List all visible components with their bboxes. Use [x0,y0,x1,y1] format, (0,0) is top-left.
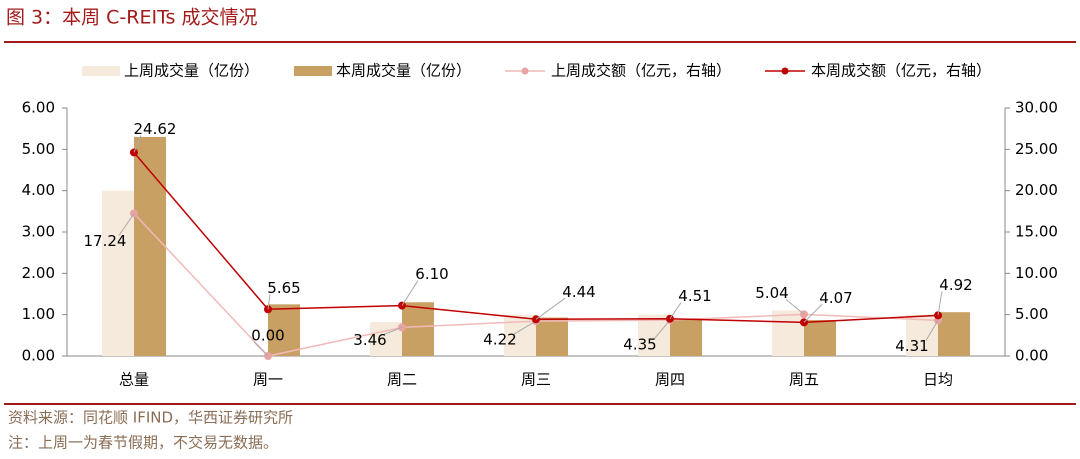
x-tick-label: 周五 [789,371,819,389]
x-tick-label: 日均 [923,371,953,389]
bar [938,312,970,356]
y2-tick-label: 0.00 [1015,347,1048,365]
x-tick-label: 周四 [655,371,685,389]
data-label: 4.31 [895,337,928,355]
data-label: 3.46 [353,331,386,349]
bar [102,190,134,356]
data-label: 4.92 [939,276,972,294]
legend-swatch [294,66,332,76]
y-tick-label: 5.00 [22,140,55,158]
bar [670,319,702,356]
y-tick-label: 0.00 [22,347,55,365]
y2-tick-label: 20.00 [1015,181,1058,199]
legend-swatch [82,66,120,76]
bar [638,314,670,356]
y-tick-label: 1.00 [22,305,55,323]
x-tick-label: 周三 [521,371,551,389]
y2-tick-label: 10.00 [1015,264,1058,282]
data-label: 5.04 [755,284,788,302]
leader-line [535,297,566,320]
line [133,151,939,324]
data-label: 4.22 [483,331,516,349]
data-label: 4.51 [678,287,711,305]
data-label: 4.35 [623,336,656,354]
bar [268,304,300,356]
leader-line [925,320,939,341]
legend-label: 上周成交量（亿份） [124,62,259,80]
x-tick-label: 周一 [253,371,283,389]
y-tick-label: 6.00 [22,99,55,117]
data-label: 4.44 [562,283,595,301]
y-tick-label: 3.00 [22,223,55,241]
bar [772,310,804,356]
data-label: 6.10 [415,265,448,283]
chart-title: 图 3：本周 C-REITs 成交情况 [6,7,258,29]
leader-line [133,135,142,153]
bar [536,317,568,356]
bar [906,314,938,356]
bar [134,136,166,356]
leader-line [267,294,271,310]
leader-line [253,341,269,357]
leader-line [669,302,682,320]
leader-line [401,280,419,306]
y-tick-label: 4.00 [22,181,55,199]
data-label: 17.24 [84,232,127,250]
data-label: 4.07 [819,289,852,307]
y2-tick-label: 15.00 [1015,223,1058,241]
leader-line [383,326,403,335]
leader-line [785,298,805,315]
legend-label: 本周成交额（亿元，右轴） [811,62,991,80]
note: 注：上周一为春节假期，不交易无数据。 [8,434,278,452]
y2-tick-label: 30.00 [1015,99,1058,117]
data-label: 0.00 [251,327,284,345]
legend-label: 上周成交额（亿元，右轴） [551,62,731,80]
x-tick-label: 周二 [387,371,417,389]
legend-label: 本周成交量（亿份） [336,62,471,80]
leader-line [118,213,135,236]
legend-marker [781,67,789,75]
x-tick-label: 总量 [119,371,149,389]
legend-marker [521,67,529,75]
y-tick-label: 2.00 [22,264,55,282]
y2-tick-label: 25.00 [1015,140,1058,158]
leader-line [513,320,537,335]
leader-line [937,291,943,316]
bar [370,322,402,356]
data-label: 24.62 [134,120,177,138]
source: 资料来源：同花顺 IFIND，华西证券研究所 [8,409,293,427]
data-label: 5.65 [267,279,300,297]
y2-tick-label: 5.00 [1015,305,1048,323]
bar [804,320,836,356]
leader-line [803,304,823,323]
bar [402,302,434,356]
leader-line [653,319,671,340]
